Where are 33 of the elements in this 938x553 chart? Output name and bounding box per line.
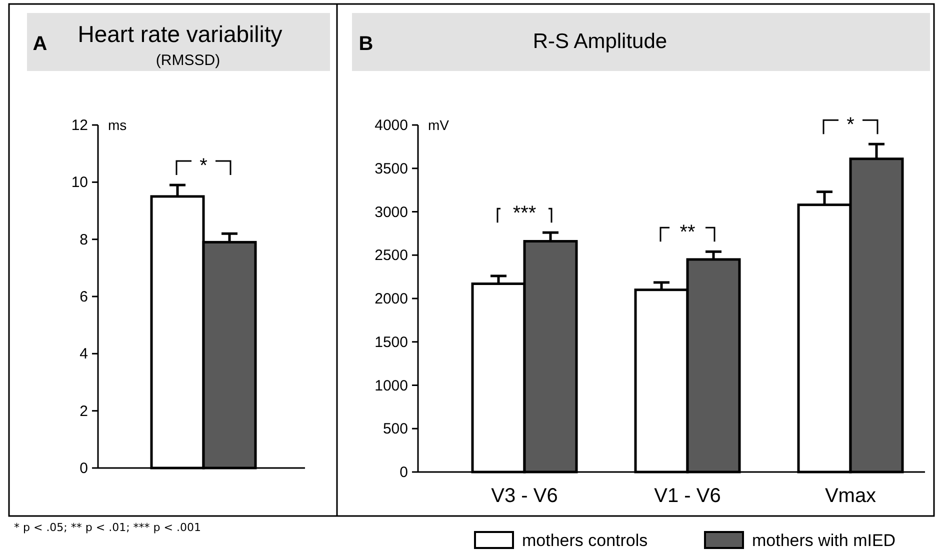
y-tick-label: 2 bbox=[80, 402, 88, 420]
annotation: * bbox=[200, 155, 208, 178]
chart-title: R-S Amplitude bbox=[532, 30, 668, 53]
y-tick-label: 1500 bbox=[374, 334, 408, 351]
x-tick-label: V3 - V6 bbox=[491, 485, 558, 507]
annotation: ** bbox=[680, 222, 696, 244]
text: * p < .05; ** p < .01; *** p < .001 bbox=[14, 521, 201, 534]
legend-label: mothers with mIED bbox=[752, 531, 896, 550]
y-tick-label: 500 bbox=[382, 420, 408, 438]
y-axis-title: mV bbox=[428, 117, 450, 133]
annotation: * bbox=[846, 114, 855, 136]
y-tick-label: 2000 bbox=[374, 290, 408, 308]
chart-subtitle: (RMSSD) bbox=[156, 52, 220, 69]
x-tick-label: V1 - V6 bbox=[654, 485, 721, 507]
text: B bbox=[358, 33, 374, 55]
y-tick-label: 2500 bbox=[374, 247, 408, 264]
y-tick-label: 1000 bbox=[374, 377, 408, 394]
y-axis-title: ms bbox=[108, 117, 127, 133]
y-tick-label: 0 bbox=[80, 460, 88, 477]
x-tick-label: Vmax bbox=[824, 485, 876, 507]
y-tick-label: 6 bbox=[80, 288, 88, 306]
y-tick-label: 3500 bbox=[374, 160, 408, 178]
y-tick-label: 8 bbox=[80, 231, 88, 248]
chart-title: Heart rate variability bbox=[78, 21, 283, 47]
annotation: *** bbox=[512, 202, 536, 225]
y-tick-label: 4000 bbox=[374, 117, 408, 134]
y-tick-label: 0 bbox=[400, 464, 408, 481]
legend-label: mothers controls bbox=[522, 531, 648, 550]
y-tick-label: 4 bbox=[80, 346, 88, 363]
y-tick-label: 12 bbox=[71, 117, 88, 134]
y-tick-label: 10 bbox=[71, 174, 88, 192]
text: A bbox=[32, 33, 48, 55]
y-tick-label: 3000 bbox=[374, 204, 408, 221]
